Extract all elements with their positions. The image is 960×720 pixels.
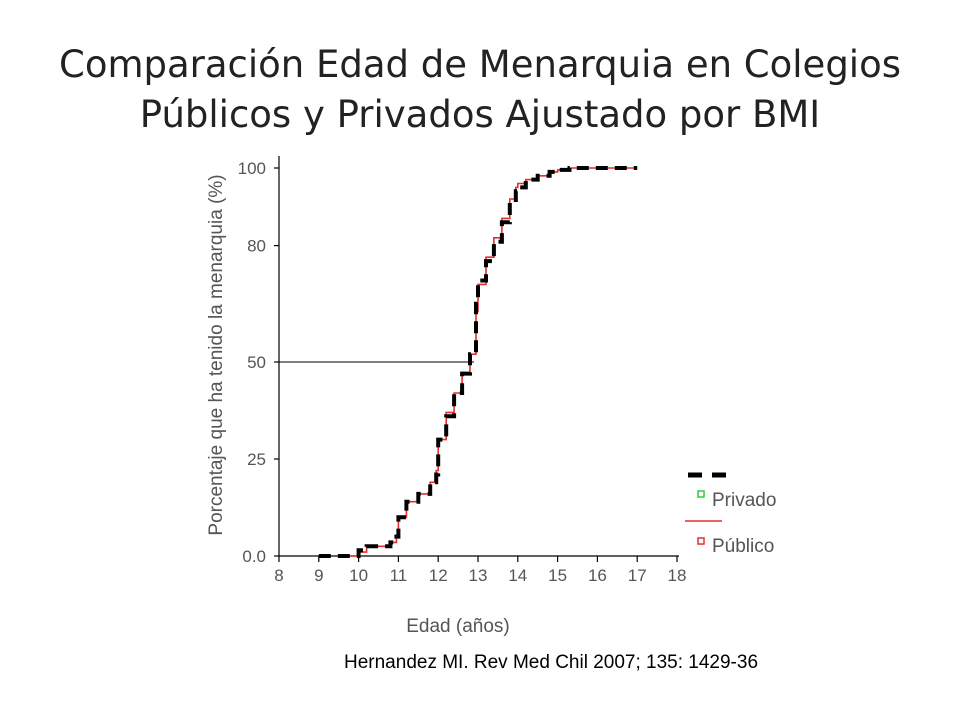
x-axis-label: Edad (años) bbox=[406, 616, 510, 637]
x-tick-label: 15 bbox=[548, 566, 567, 585]
x-tick-label: 14 bbox=[508, 566, 527, 585]
x-tick-label: 9 bbox=[314, 566, 323, 585]
y-tick-label: 80 bbox=[247, 237, 266, 256]
x-tick-label: 12 bbox=[429, 566, 448, 585]
y-tick-label: 100 bbox=[238, 159, 266, 178]
x-tick-label: 8 bbox=[274, 566, 283, 585]
x-tick-label: 16 bbox=[588, 566, 607, 585]
y-tick-label: 50 bbox=[247, 353, 266, 372]
x-tick-label: 18 bbox=[668, 566, 687, 585]
y-axis-label: Porcentaje que ha tenido la menarquia (%… bbox=[206, 174, 227, 535]
x-tick-label: 13 bbox=[469, 566, 488, 585]
y-tick-label: 0.0 bbox=[242, 547, 266, 566]
y-tick-label: 25 bbox=[247, 450, 266, 469]
legend-publico-marker bbox=[697, 537, 705, 545]
x-tick-label: 11 bbox=[390, 566, 408, 585]
y-tick-labels: 0.0 25 50 80 100 bbox=[238, 159, 266, 566]
slide-title: Comparación Edad de Menarquia en Colegio… bbox=[0, 40, 960, 140]
x-tick-label: 17 bbox=[628, 566, 647, 585]
x-tick-label: 10 bbox=[349, 566, 368, 585]
legend-privado-label: Privado bbox=[712, 490, 776, 511]
x-tick-labels: 8 9 10 11 12 13 14 15 16 17 18 bbox=[274, 566, 686, 585]
axes bbox=[274, 156, 679, 562]
slide-title-line-2: Públicos y Privados Ajustado por BMI bbox=[139, 93, 821, 136]
citation: Hernandez MI. Rev Med Chil 2007; 135: 14… bbox=[344, 652, 759, 673]
legend-privado-marker bbox=[697, 490, 705, 498]
legend: Privado Público bbox=[685, 472, 776, 557]
series-privado-line bbox=[318, 166, 638, 558]
slide-title-line-1: Comparación Edad de Menarquia en Colegio… bbox=[58, 43, 902, 86]
legend-publico-label: Público bbox=[712, 536, 774, 557]
